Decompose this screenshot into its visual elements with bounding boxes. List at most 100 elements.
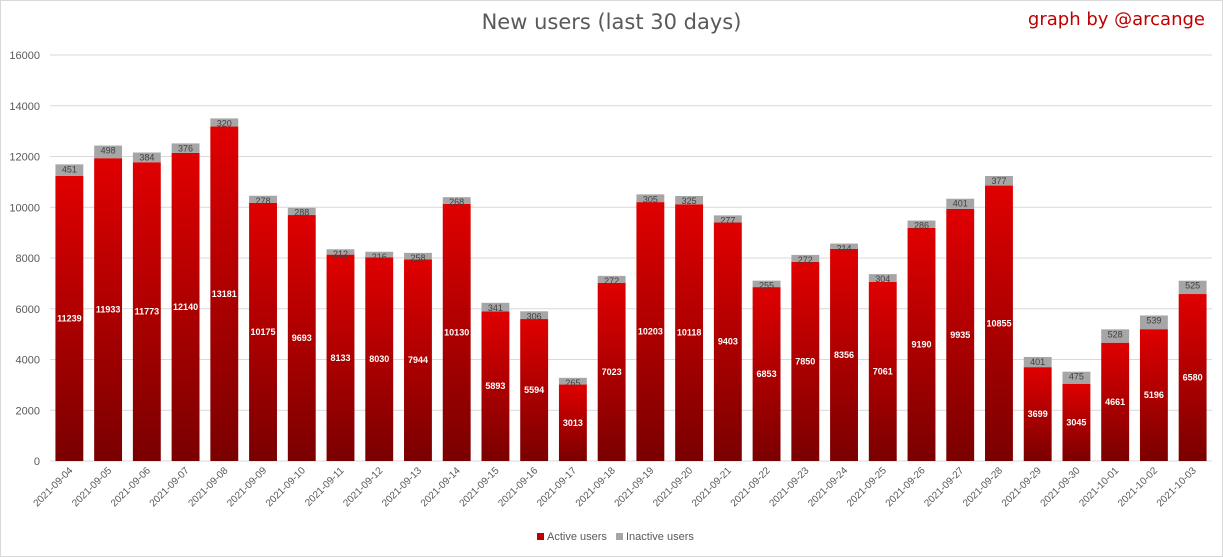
data-label-inactive: 539 xyxy=(1146,315,1161,325)
bar-active xyxy=(675,204,704,462)
x-tick-label: 2021-09-11 xyxy=(303,465,347,509)
data-label-active: 9935 xyxy=(950,330,970,340)
data-label-active: 10130 xyxy=(444,327,469,337)
data-label-inactive: 498 xyxy=(101,146,116,156)
bar-active xyxy=(1023,367,1052,461)
bar-active xyxy=(1101,342,1130,461)
data-label-active: 3045 xyxy=(1066,417,1086,427)
data-label-inactive: 525 xyxy=(1185,281,1200,291)
data-label-inactive: 216 xyxy=(372,252,387,262)
legend: Active users Inactive users xyxy=(537,531,694,543)
bar-active xyxy=(481,311,510,461)
bar-inactive xyxy=(55,164,84,176)
bar-active xyxy=(830,248,858,461)
x-tick-label: 2021-09-12 xyxy=(341,465,385,509)
bar-inactive xyxy=(520,311,549,320)
y-tick-label: 16000 xyxy=(9,50,40,62)
bar-inactive xyxy=(132,152,161,163)
x-tick-label: 2021-09-30 xyxy=(1039,465,1083,509)
bar-inactive xyxy=(442,197,471,204)
y-tick-label: 6000 xyxy=(16,304,40,316)
data-label-active: 5196 xyxy=(1144,390,1164,400)
x-tick-label: 2021-09-13 xyxy=(380,465,424,509)
bar-inactive xyxy=(1139,315,1168,330)
bar-inactive xyxy=(171,143,200,153)
y-tick-label: 0 xyxy=(34,456,40,468)
x-tick-label: 2021-09-05 xyxy=(70,465,114,509)
data-label-active: 11933 xyxy=(96,305,121,315)
data-label-active: 3699 xyxy=(1028,409,1048,419)
data-label-active: 5893 xyxy=(485,381,505,391)
x-tick-label: 2021-09-29 xyxy=(1000,465,1044,509)
bar-active xyxy=(713,222,742,461)
x-tick-label: 2021-10-03 xyxy=(1155,465,1199,509)
bar-active xyxy=(404,259,432,461)
bar-inactive xyxy=(675,196,704,205)
data-label-inactive: 268 xyxy=(449,197,464,207)
bar-active xyxy=(1062,383,1091,461)
bar-inactive xyxy=(1178,280,1207,295)
data-label-active: 11239 xyxy=(57,313,82,323)
data-label-inactive: 265 xyxy=(565,378,580,388)
data-label-active: 5594 xyxy=(524,385,544,395)
bar-inactive xyxy=(249,195,277,203)
bar-inactive xyxy=(210,118,239,127)
data-label-inactive: 288 xyxy=(294,208,309,218)
bar-active xyxy=(1178,294,1207,461)
data-label-active: 10203 xyxy=(638,327,663,337)
bar-active xyxy=(249,202,277,461)
x-tick-label: 2021-09-17 xyxy=(535,465,579,509)
bar-inactive xyxy=(1023,356,1052,368)
data-label-active: 7023 xyxy=(602,367,622,377)
bar-inactive xyxy=(597,275,626,283)
chart-title: New users (last 30 days) xyxy=(481,10,742,34)
data-label-inactive: 304 xyxy=(875,274,890,284)
bar-active xyxy=(132,162,161,461)
data-label-active: 10855 xyxy=(986,318,1011,328)
data-label-active: 9693 xyxy=(292,333,312,343)
data-label-inactive: 272 xyxy=(604,276,619,286)
bar-active xyxy=(520,319,549,461)
data-label-inactive: 286 xyxy=(914,221,929,231)
x-tick-label: 2021-09-07 xyxy=(148,465,192,509)
bar-active xyxy=(752,287,781,461)
bar-active xyxy=(907,227,936,461)
x-tick-label: 2021-09-18 xyxy=(574,465,618,509)
bar-inactive xyxy=(365,251,394,258)
data-label-active: 8133 xyxy=(330,353,350,363)
data-label-inactive: 377 xyxy=(991,176,1006,186)
data-label-inactive: 451 xyxy=(62,164,77,174)
data-label-active: 10118 xyxy=(677,328,702,338)
x-tick-label: 2021-09-10 xyxy=(264,465,308,509)
y-tick-label: 12000 xyxy=(9,152,40,164)
bar-active xyxy=(210,126,239,461)
bar-inactive xyxy=(752,280,781,288)
bar-inactive xyxy=(326,249,355,255)
bar-inactive xyxy=(985,175,1013,186)
bar-inactive xyxy=(636,194,665,203)
bar-inactive xyxy=(558,377,587,385)
bar-active xyxy=(636,202,665,461)
data-label-active: 8356 xyxy=(834,350,854,360)
data-label-active: 6580 xyxy=(1183,373,1203,383)
x-tick-label: 2021-09-08 xyxy=(186,465,230,509)
bar-inactive xyxy=(287,207,316,216)
legend-label-inactive: Inactive users xyxy=(626,531,694,543)
bar-active xyxy=(326,254,355,461)
legend-label-active: Active users xyxy=(547,531,607,543)
bar-active xyxy=(171,152,200,461)
x-tick-label: 2021-09-04 xyxy=(32,465,76,509)
x-tick-label: 2021-09-27 xyxy=(922,465,966,509)
x-tick-label: 2021-09-06 xyxy=(109,465,153,509)
data-label-inactive: 277 xyxy=(720,215,735,225)
bar-inactive xyxy=(830,243,858,249)
data-label-active: 7850 xyxy=(795,356,815,366)
data-label-inactive: 475 xyxy=(1069,372,1084,382)
data-label-active: 12140 xyxy=(173,302,198,312)
y-tick-label: 10000 xyxy=(9,202,40,214)
data-label-active: 10175 xyxy=(251,327,276,337)
x-tick-label: 2021-09-28 xyxy=(961,465,1005,509)
data-label-inactive: 384 xyxy=(139,153,154,163)
x-tick-label: 2021-09-09 xyxy=(225,465,269,509)
bar-active xyxy=(946,208,975,461)
